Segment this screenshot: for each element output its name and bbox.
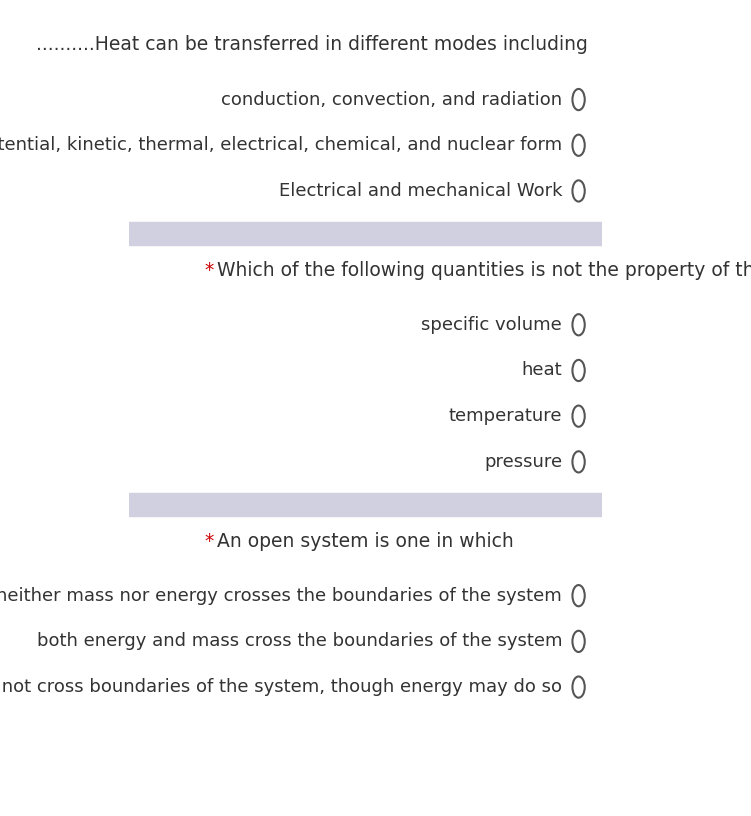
Bar <box>129 501 602 516</box>
Text: conduction, convection, and radiation: conduction, convection, and radiation <box>221 91 562 109</box>
Text: neither mass nor energy crosses the boundaries of the system: neither mass nor energy crosses the boun… <box>0 587 562 605</box>
Text: An open system is one in which: An open system is one in which <box>217 532 514 552</box>
Text: *: * <box>205 261 220 281</box>
Text: pressure: pressure <box>484 453 562 471</box>
Bar <box>129 493 602 508</box>
Text: Electrical and mechanical Work: Electrical and mechanical Work <box>279 182 562 200</box>
Text: heat: heat <box>521 361 562 379</box>
Text: temperature: temperature <box>448 407 562 425</box>
Text: specific volume: specific volume <box>421 316 562 334</box>
Text: mass does not cross boundaries of the system, though energy may do so: mass does not cross boundaries of the sy… <box>0 678 562 696</box>
Bar <box>129 222 602 237</box>
Text: Which of the following quantities is not the property of the system: Which of the following quantities is not… <box>217 261 751 281</box>
Text: *: * <box>205 532 220 552</box>
Text: both energy and mass cross the boundaries of the system: both energy and mass cross the boundarie… <box>37 632 562 650</box>
Text: potential, kinetic, thermal, electrical, chemical, and nuclear form: potential, kinetic, thermal, electrical,… <box>0 136 562 154</box>
Text: ..........Heat can be transferred in different modes including: ..........Heat can be transferred in dif… <box>36 35 588 55</box>
Bar <box>129 230 602 245</box>
